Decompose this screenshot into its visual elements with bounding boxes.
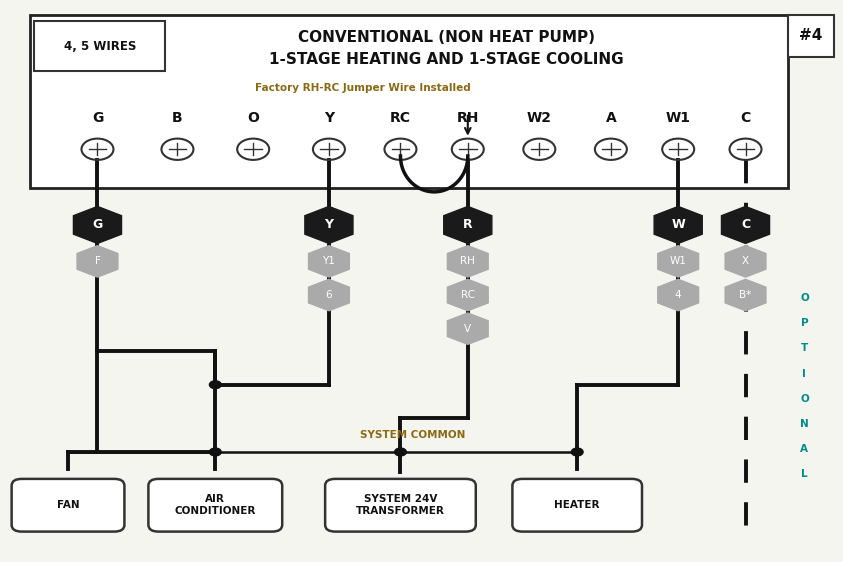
Text: Y: Y: [324, 111, 334, 125]
Polygon shape: [77, 246, 118, 277]
Text: V: V: [464, 324, 471, 334]
Text: W1: W1: [666, 111, 690, 125]
Polygon shape: [309, 246, 349, 277]
Text: AIR
CONDITIONER: AIR CONDITIONER: [175, 495, 256, 516]
Text: O: O: [800, 293, 808, 303]
FancyBboxPatch shape: [148, 479, 282, 532]
Text: F: F: [94, 256, 100, 266]
Text: CONVENTIONAL (NON HEAT PUMP): CONVENTIONAL (NON HEAT PUMP): [298, 30, 595, 44]
Text: 4, 5 WIRES: 4, 5 WIRES: [64, 39, 137, 53]
Polygon shape: [725, 246, 766, 277]
Text: G: G: [92, 111, 103, 125]
Text: T: T: [801, 343, 808, 353]
Text: 1-STAGE HEATING AND 1-STAGE COOLING: 1-STAGE HEATING AND 1-STAGE COOLING: [270, 52, 624, 67]
Text: C: C: [740, 111, 750, 125]
Polygon shape: [448, 246, 488, 277]
FancyBboxPatch shape: [12, 479, 125, 532]
Text: #4: #4: [799, 28, 823, 43]
Text: 6: 6: [325, 290, 332, 300]
Text: O: O: [800, 394, 808, 404]
FancyBboxPatch shape: [30, 15, 787, 188]
Polygon shape: [443, 206, 491, 243]
Text: W2: W2: [527, 111, 552, 125]
Circle shape: [209, 381, 221, 389]
Text: RC: RC: [461, 290, 475, 300]
Text: A: A: [605, 111, 616, 125]
Polygon shape: [305, 206, 353, 243]
Text: X: X: [742, 256, 749, 266]
Text: HEATER: HEATER: [555, 500, 600, 510]
Text: RH: RH: [460, 256, 475, 266]
Text: O: O: [247, 111, 259, 125]
Text: L: L: [801, 469, 808, 479]
Text: N: N: [800, 419, 808, 429]
Circle shape: [209, 448, 221, 456]
Text: RC: RC: [390, 111, 411, 125]
Text: W: W: [671, 219, 685, 232]
Text: W1: W1: [669, 256, 687, 266]
FancyBboxPatch shape: [325, 479, 475, 532]
FancyBboxPatch shape: [787, 15, 834, 57]
Text: C: C: [741, 219, 750, 232]
Text: I: I: [803, 369, 807, 378]
Text: 4: 4: [675, 290, 681, 300]
Polygon shape: [309, 279, 349, 311]
Text: Factory RH-RC Jumper Wire Installed: Factory RH-RC Jumper Wire Installed: [255, 83, 470, 93]
Text: B: B: [172, 111, 183, 125]
Text: R: R: [463, 219, 473, 232]
Text: B*: B*: [739, 290, 752, 300]
Polygon shape: [725, 279, 766, 311]
Text: SYSTEM COMMON: SYSTEM COMMON: [361, 430, 466, 439]
Polygon shape: [448, 279, 488, 311]
Polygon shape: [658, 279, 699, 311]
Circle shape: [395, 448, 406, 456]
Text: FAN: FAN: [56, 500, 79, 510]
Polygon shape: [73, 206, 121, 243]
Text: P: P: [801, 318, 808, 328]
Polygon shape: [658, 246, 699, 277]
Text: Y: Y: [325, 219, 334, 232]
Text: SYSTEM 24V
TRANSFORMER: SYSTEM 24V TRANSFORMER: [356, 495, 445, 516]
Text: A: A: [801, 444, 808, 454]
Text: Y1: Y1: [323, 256, 336, 266]
Polygon shape: [654, 206, 702, 243]
FancyBboxPatch shape: [513, 479, 642, 532]
Text: RH: RH: [457, 111, 479, 125]
Text: G: G: [93, 219, 103, 232]
FancyBboxPatch shape: [35, 21, 165, 71]
Polygon shape: [448, 313, 488, 345]
Circle shape: [572, 448, 583, 456]
Polygon shape: [722, 206, 770, 243]
